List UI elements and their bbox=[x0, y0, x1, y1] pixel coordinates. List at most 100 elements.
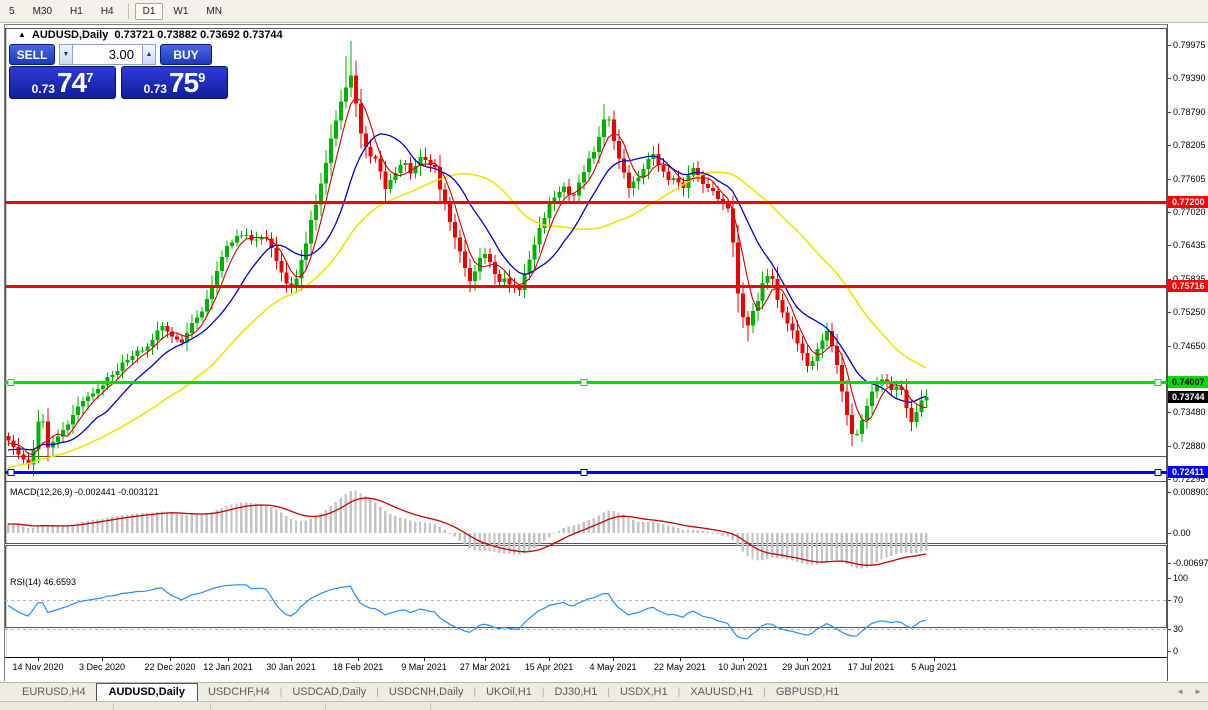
timeframe-button-5[interactable]: 5 bbox=[9, 5, 15, 17]
axis-tick bbox=[1168, 346, 1171, 347]
axis-tick bbox=[1168, 600, 1171, 601]
price-chart-canvas bbox=[5, 28, 1167, 640]
date-tick bbox=[170, 658, 171, 661]
price-axis: 0.79975 0.79390 0.78790 0.78205 0.77605 0.770… bbox=[1168, 24, 1208, 681]
hline-price-badge: 0.77200 bbox=[1168, 196, 1208, 208]
tab-eurusd-h4[interactable]: EURUSD,H4 bbox=[22, 686, 86, 698]
tab-dj30-h1[interactable]: DJ30,H1 bbox=[554, 686, 598, 698]
date-label: 4 May 2021 bbox=[589, 662, 637, 672]
date-label: 12 Jan 2021 bbox=[203, 662, 253, 672]
date-tick bbox=[358, 658, 359, 661]
price-label: 0.73480 bbox=[1173, 407, 1206, 417]
date-label: 9 Mar 2021 bbox=[401, 662, 447, 672]
sell-button[interactable]: SELL bbox=[9, 44, 55, 65]
axis-tick bbox=[1168, 112, 1171, 113]
date-tick bbox=[424, 658, 425, 661]
date-tick bbox=[549, 658, 550, 661]
volume-input[interactable] bbox=[73, 44, 142, 65]
axis-tick bbox=[1168, 212, 1171, 213]
price-label: 0.75835 bbox=[1173, 274, 1206, 284]
timeframe-button-h4[interactable]: H4 bbox=[100, 5, 114, 17]
price-label: 0.74650 bbox=[1173, 341, 1206, 351]
timeframe-button-w1[interactable]: W1 bbox=[173, 5, 189, 17]
chart-ohlc-values: 0.73721 0.73882 0.73692 0.73744 bbox=[114, 29, 283, 41]
date-label: 14 Nov 2020 bbox=[12, 662, 64, 672]
tab-gbpusd-h1[interactable]: GBPUSD,H1 bbox=[775, 686, 840, 698]
date-tick bbox=[613, 658, 614, 661]
axis-tick bbox=[1168, 412, 1171, 413]
date-label: 27 Mar 2021 bbox=[459, 662, 511, 672]
tab-audusd-daily[interactable]: AUDUSD,Daily bbox=[95, 683, 198, 702]
sell-price-prefix: 0.73 bbox=[31, 82, 55, 96]
tab-scroll-buttons: ◄ ► bbox=[1176, 687, 1202, 696]
macd-scale-label: 0.008903 bbox=[1173, 487, 1208, 497]
price-label: 0.77020 bbox=[1173, 207, 1206, 217]
tab-scroll-right-icon[interactable]: ► bbox=[1194, 687, 1202, 696]
tab-usdchf-h4[interactable]: USDCHF,H4 bbox=[207, 686, 270, 698]
sell-price-display[interactable]: 0.73 74 7 bbox=[9, 66, 116, 99]
chart-symbol-period: AUDUSD,Daily bbox=[31, 29, 109, 41]
tab-separator: | bbox=[279, 687, 283, 698]
price-label: 0.79975 bbox=[1173, 40, 1206, 50]
axis-tick bbox=[1168, 245, 1171, 246]
statusbar-divider bbox=[430, 703, 431, 710]
buy-price-sup: 9 bbox=[198, 70, 206, 85]
buy-price-display[interactable]: 0.73 75 9 bbox=[121, 66, 228, 99]
current-price-badge: 0.73744 bbox=[1168, 391, 1208, 403]
date-label: 29 Jun 2021 bbox=[782, 662, 832, 672]
macd-scale-label: 0.00 bbox=[1173, 528, 1191, 538]
one-click-trading-widget: SELL ▼ ▲ BUY 0.73 74 7 0.73 75 9 bbox=[9, 44, 228, 99]
date-tick bbox=[102, 658, 103, 661]
tab-separator: | bbox=[541, 687, 545, 698]
volume-decrease-button[interactable]: ▼ bbox=[59, 44, 73, 65]
axis-tick bbox=[1168, 651, 1171, 652]
tab-separator: | bbox=[473, 687, 477, 698]
axis-tick bbox=[1168, 145, 1171, 146]
buy-button[interactable]: BUY bbox=[160, 44, 212, 65]
timeframe-toolbar: 5 M30 H1 H4 D1 W1 MN bbox=[0, 0, 1208, 23]
tab-xauusd-h1[interactable]: XAUUSD,H1 bbox=[690, 686, 754, 698]
date-tick bbox=[680, 658, 681, 661]
date-label: 22 May 2021 bbox=[653, 662, 707, 672]
tab-scroll-left-icon[interactable]: ◄ bbox=[1176, 687, 1185, 696]
status-bar bbox=[0, 701, 1208, 710]
symbol-triangle-icon: ▲ bbox=[18, 30, 26, 39]
tab-usdx-h1[interactable]: USDX,H1 bbox=[619, 686, 668, 698]
axis-tick bbox=[1168, 492, 1171, 493]
date-tick bbox=[38, 658, 39, 661]
price-label: 0.72295 bbox=[1173, 474, 1206, 484]
toolbar-divider bbox=[127, 3, 129, 19]
date-label: 15 Apr 2021 bbox=[524, 662, 574, 672]
tab-separator: | bbox=[763, 687, 766, 698]
axis-tick bbox=[1168, 78, 1171, 79]
date-label: 22 Dec 2020 bbox=[144, 662, 196, 672]
date-tick bbox=[743, 658, 744, 661]
timeframe-button-h1[interactable]: H1 bbox=[70, 5, 83, 17]
price-label: 0.77605 bbox=[1173, 174, 1206, 184]
rsi-caption: RSI(14) 46.6593 bbox=[10, 577, 77, 587]
tab-usdcnh-daily[interactable]: USDCNH,Daily bbox=[388, 686, 464, 698]
macd-caption: MACD(12,26,9) -0.002441 -0.003121 bbox=[10, 487, 159, 497]
axis-tick bbox=[1168, 563, 1171, 564]
tab-usdcad-daily[interactable]: USDCAD,Daily bbox=[292, 686, 367, 698]
axis-separator bbox=[1167, 24, 1168, 681]
date-label: 30 Jan 2021 bbox=[266, 662, 316, 672]
tab-separator: | bbox=[677, 687, 681, 698]
tab-separator: | bbox=[376, 687, 379, 698]
timeframe-button-m30[interactable]: M30 bbox=[32, 5, 53, 17]
timeframe-button-d1[interactable]: D1 bbox=[134, 2, 164, 20]
tab-separator: | bbox=[607, 687, 610, 698]
date-label: 17 Jul 2021 bbox=[847, 662, 895, 672]
statusbar-divider bbox=[113, 703, 114, 710]
axis-tick bbox=[1168, 479, 1171, 480]
rsi-scale-label: 30 bbox=[1173, 624, 1184, 634]
timeframe-button-mn[interactable]: MN bbox=[206, 5, 222, 17]
chart-tab-bar: EURUSD,H4 AUDUSD,Daily USDCHF,H4 | USDCAD,Da… bbox=[0, 682, 1208, 702]
statusbar-divider bbox=[210, 703, 211, 710]
volume-increase-button[interactable]: ▲ bbox=[142, 44, 156, 65]
tab-ukoil-h1[interactable]: UKOil,H1 bbox=[486, 686, 532, 698]
macd-scale-label: -0.00697 bbox=[1173, 558, 1208, 568]
date-tick bbox=[807, 658, 808, 661]
date-tick bbox=[228, 658, 229, 661]
price-label: 0.76435 bbox=[1173, 240, 1206, 250]
